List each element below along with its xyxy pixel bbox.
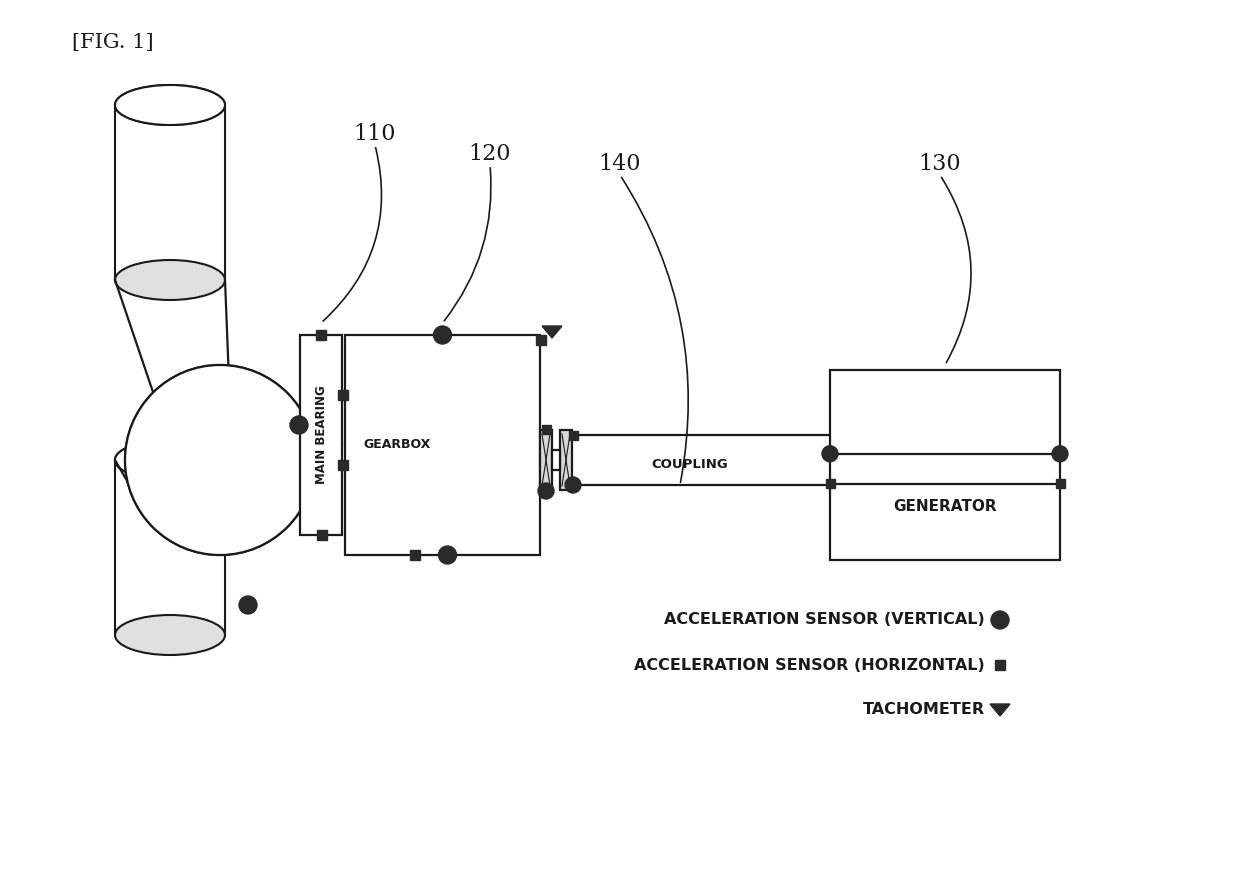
Bar <box>568 430 578 439</box>
Circle shape <box>538 483 554 499</box>
Text: COUPLING: COUPLING <box>652 458 728 472</box>
Bar <box>552 450 560 470</box>
Circle shape <box>991 611 1009 629</box>
Ellipse shape <box>115 440 224 480</box>
Circle shape <box>1052 445 1068 462</box>
Bar <box>826 480 835 488</box>
Bar <box>560 430 572 490</box>
Bar <box>345 335 539 555</box>
Circle shape <box>290 416 308 434</box>
Bar <box>542 424 551 433</box>
Text: MAIN BEARING: MAIN BEARING <box>315 386 327 485</box>
Bar <box>316 330 326 340</box>
Ellipse shape <box>115 615 224 655</box>
Bar <box>536 335 546 345</box>
Circle shape <box>439 546 456 564</box>
Text: ACCELERATION SENSOR (VERTICAL): ACCELERATION SENSOR (VERTICAL) <box>665 612 985 627</box>
Circle shape <box>565 477 582 493</box>
Ellipse shape <box>115 85 224 125</box>
Bar <box>300 335 342 535</box>
Circle shape <box>125 365 315 555</box>
Ellipse shape <box>115 260 224 300</box>
Bar <box>409 550 419 560</box>
Text: GENERATOR: GENERATOR <box>893 500 997 514</box>
Text: 130: 130 <box>919 153 961 175</box>
Bar <box>317 530 327 540</box>
Polygon shape <box>542 326 562 338</box>
Bar <box>339 460 348 470</box>
Text: 140: 140 <box>599 153 641 175</box>
Text: [FIG. 1]: [FIG. 1] <box>72 33 154 52</box>
Bar <box>1055 480 1064 488</box>
Circle shape <box>125 365 315 555</box>
Polygon shape <box>990 704 1011 716</box>
Bar <box>539 430 552 490</box>
Text: 110: 110 <box>353 123 397 145</box>
Ellipse shape <box>115 440 224 480</box>
Bar <box>830 370 1060 560</box>
Text: ACCELERATION SENSOR (HORIZONTAL): ACCELERATION SENSOR (HORIZONTAL) <box>634 657 985 673</box>
Circle shape <box>239 596 257 614</box>
Text: GEARBOX: GEARBOX <box>363 438 430 452</box>
Ellipse shape <box>115 85 224 125</box>
Circle shape <box>822 445 838 462</box>
Circle shape <box>434 326 451 344</box>
Text: TACHOMETER: TACHOMETER <box>863 703 985 717</box>
Bar <box>339 390 348 400</box>
Bar <box>994 660 1004 670</box>
Text: 120: 120 <box>469 143 511 165</box>
